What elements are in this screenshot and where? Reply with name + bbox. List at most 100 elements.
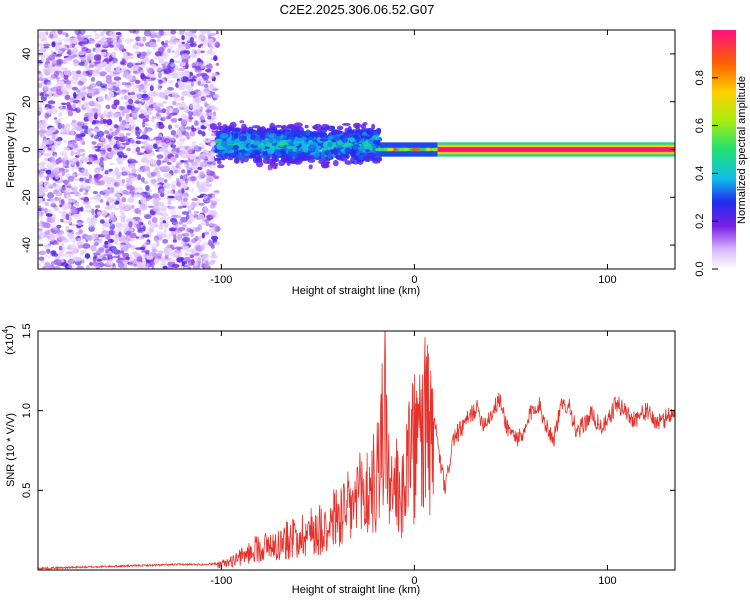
heatmap-cell	[93, 145, 102, 149]
heatmap-cell	[114, 168, 119, 173]
heatmap-cell	[197, 58, 202, 62]
heatmap-cell	[134, 101, 143, 104]
heatmap-cell	[39, 92, 45, 97]
heatmap-cell	[113, 181, 120, 188]
heatmap-cell	[142, 118, 150, 123]
heatmap-cell	[169, 112, 178, 116]
heatmap-cell	[101, 210, 108, 217]
heatmap-cell	[147, 111, 153, 115]
heatmap-cell	[320, 152, 326, 160]
heatmap-cell	[140, 63, 146, 69]
heatmap-cell	[161, 196, 166, 200]
heatmap-cell	[135, 36, 142, 42]
heatmap-cell	[138, 212, 143, 216]
heatmap-cell	[158, 148, 166, 153]
heatmap-cell	[38, 230, 42, 235]
heatmap-cell	[45, 53, 49, 59]
heatmap-cell	[124, 101, 129, 106]
heatmap-cell	[38, 143, 41, 146]
heatmap-cell	[180, 256, 184, 261]
heatmap-cell	[93, 54, 100, 61]
heatmap-cell	[46, 216, 51, 224]
heatmap-cell	[104, 170, 109, 175]
heatmap-cell	[182, 233, 190, 237]
heatmap-cell	[344, 160, 353, 166]
heatmap-cell	[87, 128, 92, 135]
heatmap-cell	[171, 184, 176, 191]
heatmap-cell	[160, 233, 167, 239]
heatmap-cell	[155, 112, 160, 117]
heatmap-cell	[122, 252, 130, 258]
heatmap-cell	[55, 174, 59, 180]
heatmap-cell	[54, 138, 60, 142]
heatmap-cell	[149, 227, 154, 233]
heatmap-cell	[199, 172, 205, 177]
heatmap-cell	[131, 65, 140, 71]
heatmap-cell	[38, 256, 45, 261]
heatmap-cell	[67, 265, 74, 268]
heatmap-cell	[53, 266, 61, 269]
heatmap-cell	[207, 115, 212, 120]
heatmap-cell	[109, 128, 114, 131]
heatmap-cell	[76, 265, 84, 269]
heatmap-cell	[172, 100, 177, 106]
heatmap-cell	[86, 217, 91, 224]
heatmap-cell	[181, 130, 189, 137]
heatmap-cell	[147, 220, 152, 225]
heatmap-cell	[63, 128, 71, 136]
heatmap-cell	[61, 32, 69, 36]
heatmap-cell	[181, 61, 186, 67]
heatmap-cell	[181, 53, 190, 59]
heatmap-cell	[139, 37, 144, 41]
heatmap-cell	[93, 113, 98, 120]
heatmap-cell	[139, 246, 146, 251]
heatmap-cell	[79, 30, 86, 34]
heatmap-cell	[129, 254, 133, 260]
heatmap-cell	[185, 160, 189, 168]
heatmap-cell	[83, 157, 91, 162]
heatmap-cell	[241, 123, 247, 131]
heatmap-cell	[99, 199, 104, 203]
heatmap-cell	[122, 142, 130, 146]
heatmap-cell	[99, 147, 106, 151]
heatmap-cell	[212, 251, 216, 257]
heatmap-cell	[286, 156, 293, 160]
heatmap-cell	[135, 62, 142, 66]
y-tick-label: 20	[21, 96, 33, 108]
heatmap-cell	[99, 156, 104, 163]
heatmap-cell	[90, 245, 97, 252]
heatmap-cell	[216, 164, 225, 169]
heatmap-cell	[66, 185, 73, 188]
heatmap-cell	[130, 110, 139, 114]
heatmap-cell	[125, 132, 131, 136]
heatmap-cell	[70, 206, 77, 213]
heatmap-cell	[116, 189, 120, 194]
heatmap-cell	[46, 209, 51, 213]
heatmap-cell	[198, 142, 205, 148]
heatmap-cell	[82, 243, 91, 249]
heatmap-cell	[104, 57, 111, 63]
heatmap-cell	[60, 86, 67, 93]
heatmap-cell	[349, 149, 356, 157]
heatmap-cell	[274, 149, 282, 153]
heatmap-cell	[372, 140, 381, 144]
heatmap-cell	[96, 46, 102, 52]
heatmap-cell	[126, 121, 130, 124]
heatmap-cell	[68, 55, 75, 59]
snr-x-label: Height of straight line (km)	[292, 584, 420, 596]
heatmap-cell	[41, 57, 45, 62]
heatmap-cell	[140, 197, 148, 205]
heatmap-cell	[168, 227, 176, 232]
heatmap-cell	[163, 61, 169, 65]
heatmap-cell	[185, 84, 192, 89]
heatmap-cell	[233, 144, 239, 151]
heatmap-cell	[182, 174, 188, 181]
heatmap-cell	[131, 96, 136, 100]
heatmap-cell	[69, 37, 74, 45]
heatmap-cell	[186, 219, 192, 225]
heatmap-cell	[38, 185, 44, 191]
heatmap-cell	[128, 98, 134, 105]
heatmap-cell	[113, 80, 122, 87]
heatmap-cell	[113, 124, 119, 129]
colorbar-tick-label: 0.2	[694, 214, 706, 229]
